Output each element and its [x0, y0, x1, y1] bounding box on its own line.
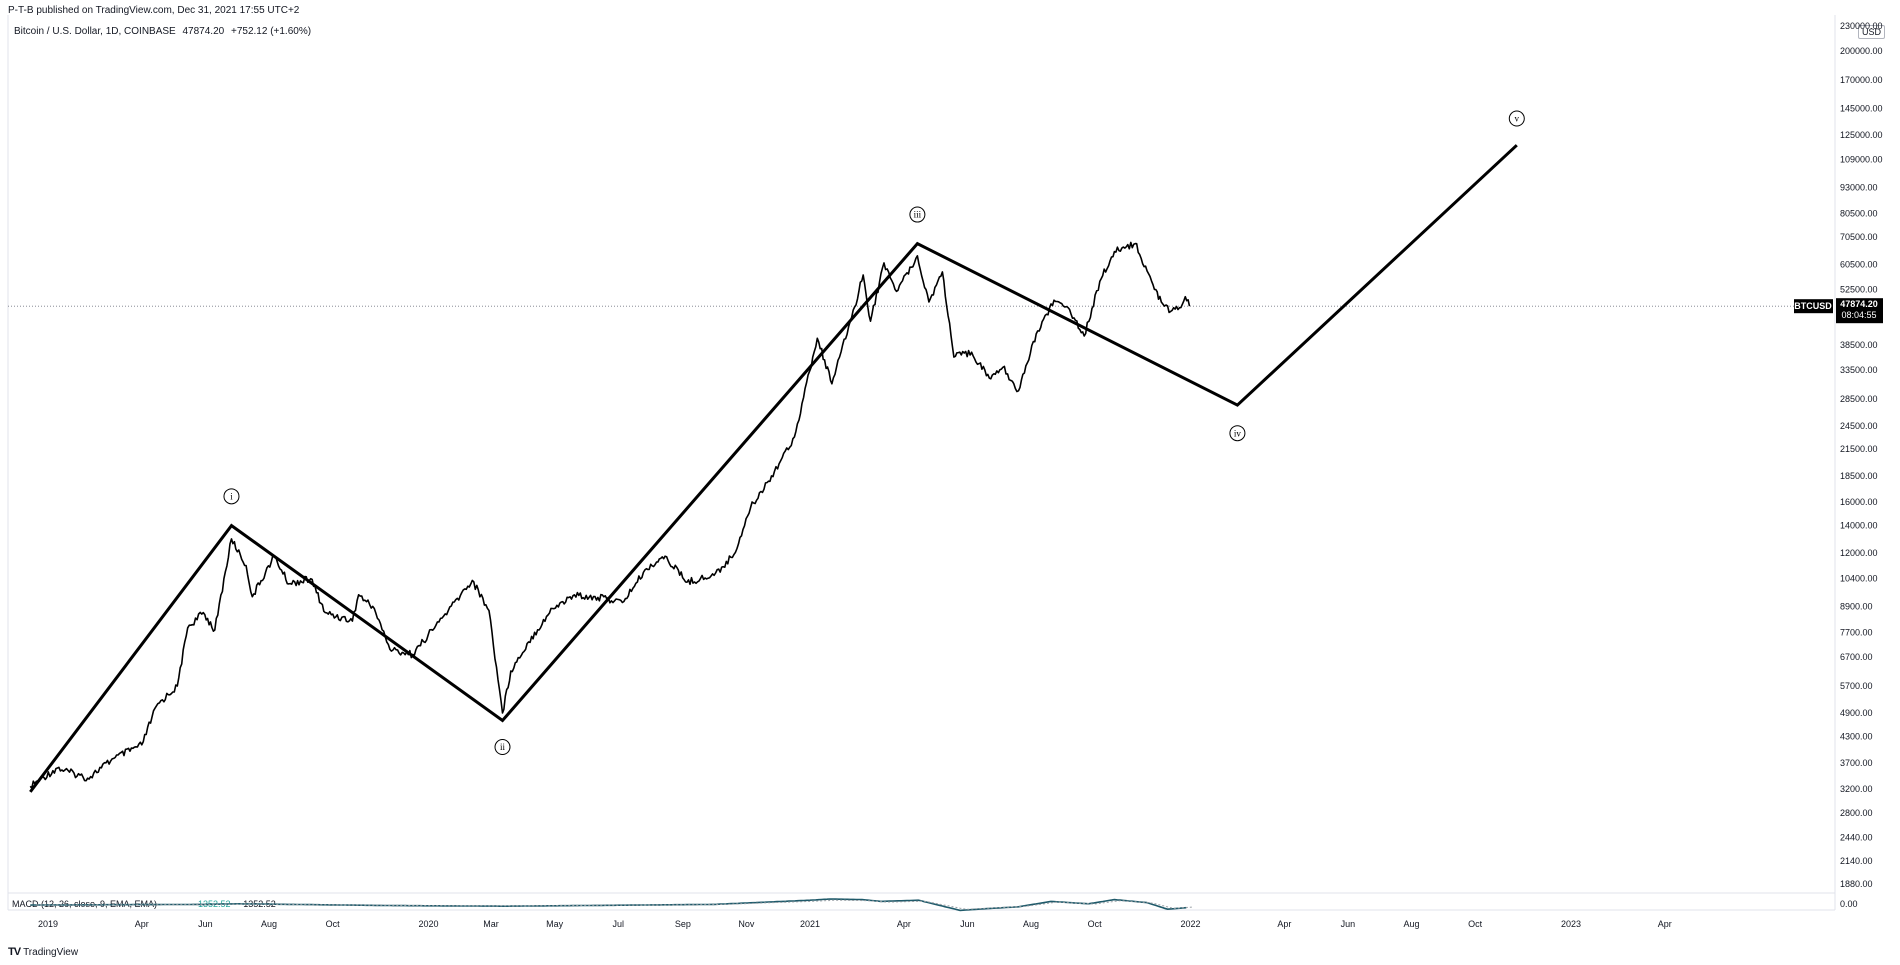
time-tick: Mar	[483, 919, 499, 929]
macd-zero-tick: 0.00	[1840, 899, 1858, 909]
time-tick: 2019	[38, 919, 58, 929]
price-series-line	[29, 241, 1191, 789]
price-tick: 7700.00	[1840, 627, 1873, 637]
price-tick: 93000.00	[1840, 183, 1878, 193]
time-tick: Oct	[326, 919, 341, 929]
price-tick: 60500.00	[1840, 259, 1878, 269]
price-tick: 200000.00	[1840, 46, 1883, 56]
price-tick: 38500.00	[1840, 340, 1878, 350]
time-tick: 2020	[418, 919, 438, 929]
price-tick: 6700.00	[1840, 652, 1873, 662]
time-tick: Sep	[675, 919, 691, 929]
wave-label-iv: iv	[1234, 428, 1242, 438]
price-tick: 1880.00	[1840, 879, 1873, 889]
price-tick: 125000.00	[1840, 130, 1883, 140]
wave-label-circle-v	[1508, 110, 1525, 127]
price-tick: 3700.00	[1840, 758, 1873, 768]
time-tick: Aug	[1023, 919, 1039, 929]
price-tick: 33500.00	[1840, 365, 1878, 375]
price-tick: 145000.00	[1840, 103, 1883, 113]
price-tick: 2800.00	[1840, 808, 1873, 818]
time-tick: Apr	[135, 919, 149, 929]
price-badge-value: 47874.20	[1840, 299, 1878, 309]
price-tick: 12000.00	[1840, 548, 1878, 558]
time-tick: 2022	[1180, 919, 1200, 929]
price-tick: 2140.00	[1840, 856, 1873, 866]
wave-label-iii: iii	[914, 210, 922, 220]
tradingview-logo-icon: TV	[8, 946, 21, 958]
time-tick: Aug	[1403, 919, 1419, 929]
price-tick: 3200.00	[1840, 784, 1873, 794]
wave-label-circle-iii	[909, 206, 926, 223]
last-price-label: BTCUSD 47874.20 08:04:55	[1794, 298, 1883, 324]
price-tick: 5700.00	[1840, 681, 1873, 691]
wave-label-circle-i	[223, 488, 240, 505]
price-badge	[1836, 298, 1883, 324]
tradingview-brand: TradingView	[23, 946, 79, 958]
price-tick: 16000.00	[1840, 497, 1878, 507]
wave-label-v: v	[1515, 114, 1520, 124]
price-badge-countdown: 08:04:55	[1841, 310, 1876, 320]
time-tick: May	[546, 919, 564, 929]
price-tick: 4900.00	[1840, 708, 1873, 718]
wave-label-ii: ii	[500, 742, 506, 752]
price-change-text: +752.12 (+1.60%)	[231, 26, 312, 37]
symbol-info: Bitcoin / U.S. Dollar, 1D, COINBASE 4787…	[14, 26, 315, 37]
time-tick: Apr	[1277, 919, 1291, 929]
ticker-badge	[1794, 299, 1833, 314]
time-tick: Jun	[1341, 919, 1356, 929]
wave-label-circle-iv	[1229, 425, 1246, 442]
price-tick: 28500.00	[1840, 394, 1878, 404]
time-tick: Oct	[1088, 919, 1103, 929]
time-tick: Jul	[612, 919, 624, 929]
time-tick: Jun	[198, 919, 213, 929]
time-tick: 2023	[1561, 919, 1581, 929]
price-tick: 21500.00	[1840, 444, 1878, 454]
last-price-text: 47874.20	[182, 26, 225, 37]
price-tick: 4300.00	[1840, 731, 1873, 741]
time-tick: Jun	[960, 919, 975, 929]
price-tick: 170000.00	[1840, 75, 1883, 85]
time-tick: Oct	[1468, 919, 1483, 929]
price-tick: 230000.00	[1840, 21, 1883, 31]
price-tick: 109000.00	[1840, 154, 1883, 164]
price-tick: 52500.00	[1840, 285, 1878, 295]
currency-label[interactable]: USD	[1857, 25, 1885, 39]
wave-label-circle-ii	[494, 739, 511, 756]
elliott-wave-projection[interactable]	[29, 144, 1518, 793]
tradingview-logo: TV TradingView	[8, 946, 78, 958]
symbol-name: Bitcoin / U.S. Dollar, 1D, COINBASE	[14, 26, 176, 37]
price-tick: 80500.00	[1840, 208, 1878, 218]
published-info: P-T-B published on TradingView.com, Dec …	[8, 5, 300, 16]
wave-label-i: i	[230, 492, 233, 502]
time-tick: 2021	[800, 919, 820, 929]
price-tick: 18500.00	[1840, 471, 1878, 481]
price-tick: 8900.00	[1840, 601, 1873, 611]
price-tick: 70500.00	[1840, 232, 1878, 242]
time-tick: Apr	[1658, 919, 1672, 929]
time-tick: Apr	[897, 919, 911, 929]
price-tick: 14000.00	[1840, 521, 1878, 531]
price-tick: 2440.00	[1840, 832, 1873, 842]
time-tick: Nov	[738, 919, 755, 929]
time-tick: Aug	[261, 919, 277, 929]
ticker-badge-text: BTCUSD	[1794, 301, 1832, 311]
price-tick: 24500.00	[1840, 421, 1878, 431]
price-tick: 10400.00	[1840, 574, 1878, 584]
